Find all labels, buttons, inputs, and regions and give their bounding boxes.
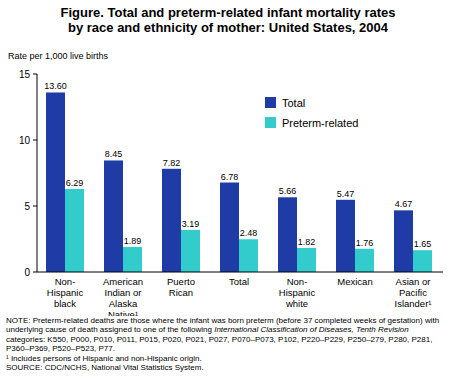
- text-line: Total: [229, 276, 249, 287]
- bar: [104, 160, 123, 272]
- data-label: 5.47: [337, 189, 355, 199]
- note-part: categories: K550, P000, P010, P011, P015…: [6, 335, 432, 353]
- x-tick-label: Asian orPacificIslander¹: [395, 276, 432, 309]
- y-axis-label: Rate per 1,000 live births: [8, 51, 109, 61]
- text-line: white: [285, 298, 308, 309]
- text-line: Puerto: [167, 276, 195, 287]
- text-line: Pacific: [399, 287, 427, 298]
- text-line: Non-: [287, 276, 308, 287]
- data-label: 1.65: [414, 239, 432, 249]
- text-line: Native¹: [108, 309, 138, 316]
- bar: [336, 200, 355, 272]
- text-line: Hispanic: [47, 287, 84, 298]
- legend-label: Total: [282, 97, 305, 109]
- bar: [65, 189, 84, 272]
- x-tick-label: PuertoRican: [167, 276, 195, 298]
- note-part: International Classification of Diseases…: [214, 325, 408, 334]
- data-label: 1.76: [356, 238, 374, 248]
- legend-label: Preterm-related: [282, 117, 358, 129]
- data-label: 3.19: [182, 219, 200, 229]
- bar: [162, 169, 181, 272]
- legend: Total Preterm-related: [265, 97, 358, 129]
- y-tick-label: 10: [19, 135, 31, 146]
- y-tick-label: 15: [19, 69, 31, 80]
- text-line: Islander¹: [395, 298, 432, 309]
- y-tick-label: 0: [24, 267, 30, 278]
- text-line: Indian or: [105, 287, 142, 298]
- x-tick-label: AmericanIndian orAlaskaNative¹: [103, 276, 143, 316]
- data-label: 6.29: [66, 178, 84, 188]
- data-label: 1.82: [298, 237, 316, 247]
- text-line: Figure. Total and preterm-related infant…: [61, 5, 396, 20]
- x-tick-label: Non-Hispanicblack: [47, 276, 84, 309]
- text-line: Asian or: [396, 276, 431, 287]
- legend-swatch: [265, 97, 276, 108]
- title: Figure. Total and preterm-related infant…: [61, 5, 396, 35]
- x-tick-label: Total: [229, 276, 249, 287]
- bar: [239, 239, 258, 272]
- data-label: 1.89: [124, 236, 142, 246]
- bar: [278, 197, 297, 272]
- text-line: American: [103, 276, 143, 287]
- note: NOTE: Preterm-related deaths are those w…: [6, 316, 446, 354]
- footnote: ¹ Includes persons of Hispanic and non-H…: [6, 354, 446, 363]
- y-tick: [33, 74, 37, 75]
- bar: [297, 248, 316, 272]
- legend-swatch: [265, 117, 276, 128]
- bar: [123, 247, 142, 272]
- text-line: Non-: [55, 276, 76, 287]
- y-tick: [33, 206, 37, 207]
- y-tick: [33, 272, 37, 273]
- text-line: Mexican: [337, 276, 372, 287]
- chart: Figure. Total and preterm-related infant…: [0, 0, 453, 316]
- data-labels: 13.60 6.29 8.45 1.89 7.82 3.19 6.78 2.48 5.66 1.8…: [44, 81, 431, 249]
- data-label: 4.67: [395, 199, 413, 209]
- y-axis: [37, 74, 38, 272]
- x-axis: [37, 272, 443, 273]
- bar: [413, 250, 432, 272]
- data-label: 5.66: [279, 186, 297, 196]
- data-label: 2.48: [240, 228, 258, 238]
- text-line: black: [54, 298, 76, 309]
- x-tick-label: Mexican: [337, 276, 372, 287]
- data-label: 13.60: [44, 81, 67, 91]
- bar: [394, 210, 413, 272]
- data-label: 7.82: [163, 158, 181, 168]
- source: SOURCE: CDC/NCHS, National Vital Statist…: [6, 363, 446, 372]
- data-label: 6.78: [221, 172, 239, 182]
- bar: [355, 249, 374, 272]
- text-line: Hispanic: [279, 287, 316, 298]
- notes: NOTE: Preterm-related deaths are those w…: [6, 316, 446, 372]
- x-tick-label: Non-Hispanicwhite: [279, 276, 316, 309]
- bar: [46, 92, 65, 272]
- text-line: by race and ethnicity of mother: United …: [68, 20, 389, 35]
- text-line: Rican: [169, 287, 193, 298]
- bar: [220, 183, 239, 272]
- y-tick-label: 5: [24, 201, 30, 212]
- data-label: 8.45: [105, 149, 123, 159]
- bar: [181, 230, 200, 272]
- bars: [46, 92, 432, 272]
- text-line: Alaska: [109, 298, 138, 309]
- y-tick: [33, 140, 37, 141]
